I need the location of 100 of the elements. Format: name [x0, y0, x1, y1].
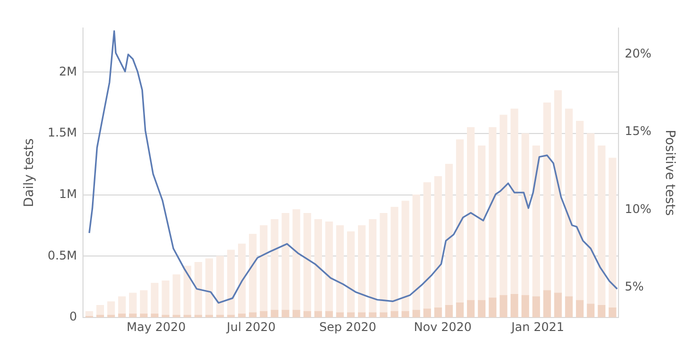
bar	[500, 114, 508, 296]
bar	[314, 311, 322, 318]
x-tick-label: Jul 2020	[226, 320, 276, 334]
bar	[303, 212, 312, 312]
bar	[456, 139, 464, 304]
bar	[292, 209, 300, 311]
bar	[488, 298, 496, 318]
bar	[314, 219, 322, 312]
y2-axis-title: Positive tests	[662, 130, 677, 216]
bar	[598, 145, 606, 306]
bar	[412, 310, 420, 318]
bar	[380, 212, 388, 314]
bar	[368, 219, 377, 314]
bar	[205, 258, 214, 316]
bar	[608, 158, 616, 308]
bar	[260, 225, 268, 312]
bar	[347, 231, 355, 314]
bar	[358, 312, 366, 318]
bar	[532, 296, 540, 318]
bar	[118, 296, 126, 314]
bar	[129, 314, 137, 318]
bar	[478, 145, 486, 301]
bar	[184, 314, 192, 318]
bar	[162, 314, 170, 318]
bar	[576, 120, 584, 301]
y-tick-label: 1.5M	[48, 126, 78, 140]
bar	[478, 300, 486, 318]
bar	[292, 310, 300, 318]
bar	[598, 305, 606, 318]
bar	[238, 314, 246, 318]
bar	[140, 314, 148, 318]
bar	[303, 311, 312, 318]
bar	[380, 312, 388, 318]
bar	[500, 295, 508, 318]
bar	[608, 307, 616, 318]
y-tick-label: 1M	[59, 187, 78, 202]
bar	[107, 314, 115, 318]
bar	[554, 90, 562, 294]
x-tick-label: Nov 2020	[414, 320, 472, 334]
bar	[248, 234, 257, 314]
bar	[227, 250, 235, 316]
bar	[96, 305, 104, 316]
bar	[194, 262, 202, 316]
bar	[532, 145, 540, 298]
y-tick-label: 0	[69, 310, 78, 324]
bar	[466, 127, 475, 301]
bar	[150, 314, 158, 318]
bar	[412, 194, 420, 311]
bar	[576, 300, 584, 318]
bar	[445, 305, 453, 318]
bar	[554, 292, 562, 318]
bar	[270, 219, 278, 311]
bar	[216, 314, 224, 318]
bar	[510, 108, 518, 295]
bar	[434, 176, 442, 308]
bar	[565, 108, 573, 298]
bar	[216, 256, 224, 316]
bar	[434, 307, 442, 318]
bar	[586, 304, 595, 318]
bar	[543, 102, 551, 291]
y2-tick-label: 5%	[624, 279, 644, 294]
bar	[325, 222, 333, 312]
bar	[162, 280, 170, 316]
bar	[248, 312, 257, 318]
bar	[466, 300, 475, 318]
bar	[390, 311, 398, 318]
bar	[402, 200, 410, 312]
bar	[238, 244, 246, 314]
bar	[521, 133, 530, 296]
x-tick-label: May 2020	[126, 320, 186, 334]
bar	[282, 212, 290, 311]
bar	[270, 310, 278, 318]
bar	[205, 314, 214, 318]
bar	[510, 294, 518, 318]
bar	[194, 314, 202, 318]
bar	[140, 290, 148, 314]
bar	[325, 311, 333, 318]
bar	[96, 314, 104, 318]
bar	[565, 296, 573, 318]
bar	[347, 312, 355, 318]
y2-tick-label: 15%	[624, 124, 652, 138]
bar	[456, 302, 464, 318]
y-axis-title: Daily tests	[22, 138, 38, 208]
bar	[107, 301, 115, 316]
bar	[423, 308, 432, 318]
bar	[260, 311, 268, 318]
bar	[336, 225, 344, 314]
bar	[172, 314, 180, 318]
bar	[521, 295, 530, 318]
bar	[586, 133, 595, 304]
bar	[390, 206, 398, 312]
y2-tick-label: 10%	[624, 202, 652, 216]
bar	[358, 225, 366, 314]
bar	[402, 311, 410, 318]
bar	[150, 282, 158, 314]
x-tick-label: Sep 2020	[319, 320, 376, 334]
bar	[172, 274, 180, 316]
bar	[488, 127, 496, 298]
bar	[118, 314, 126, 318]
bar	[336, 312, 344, 318]
